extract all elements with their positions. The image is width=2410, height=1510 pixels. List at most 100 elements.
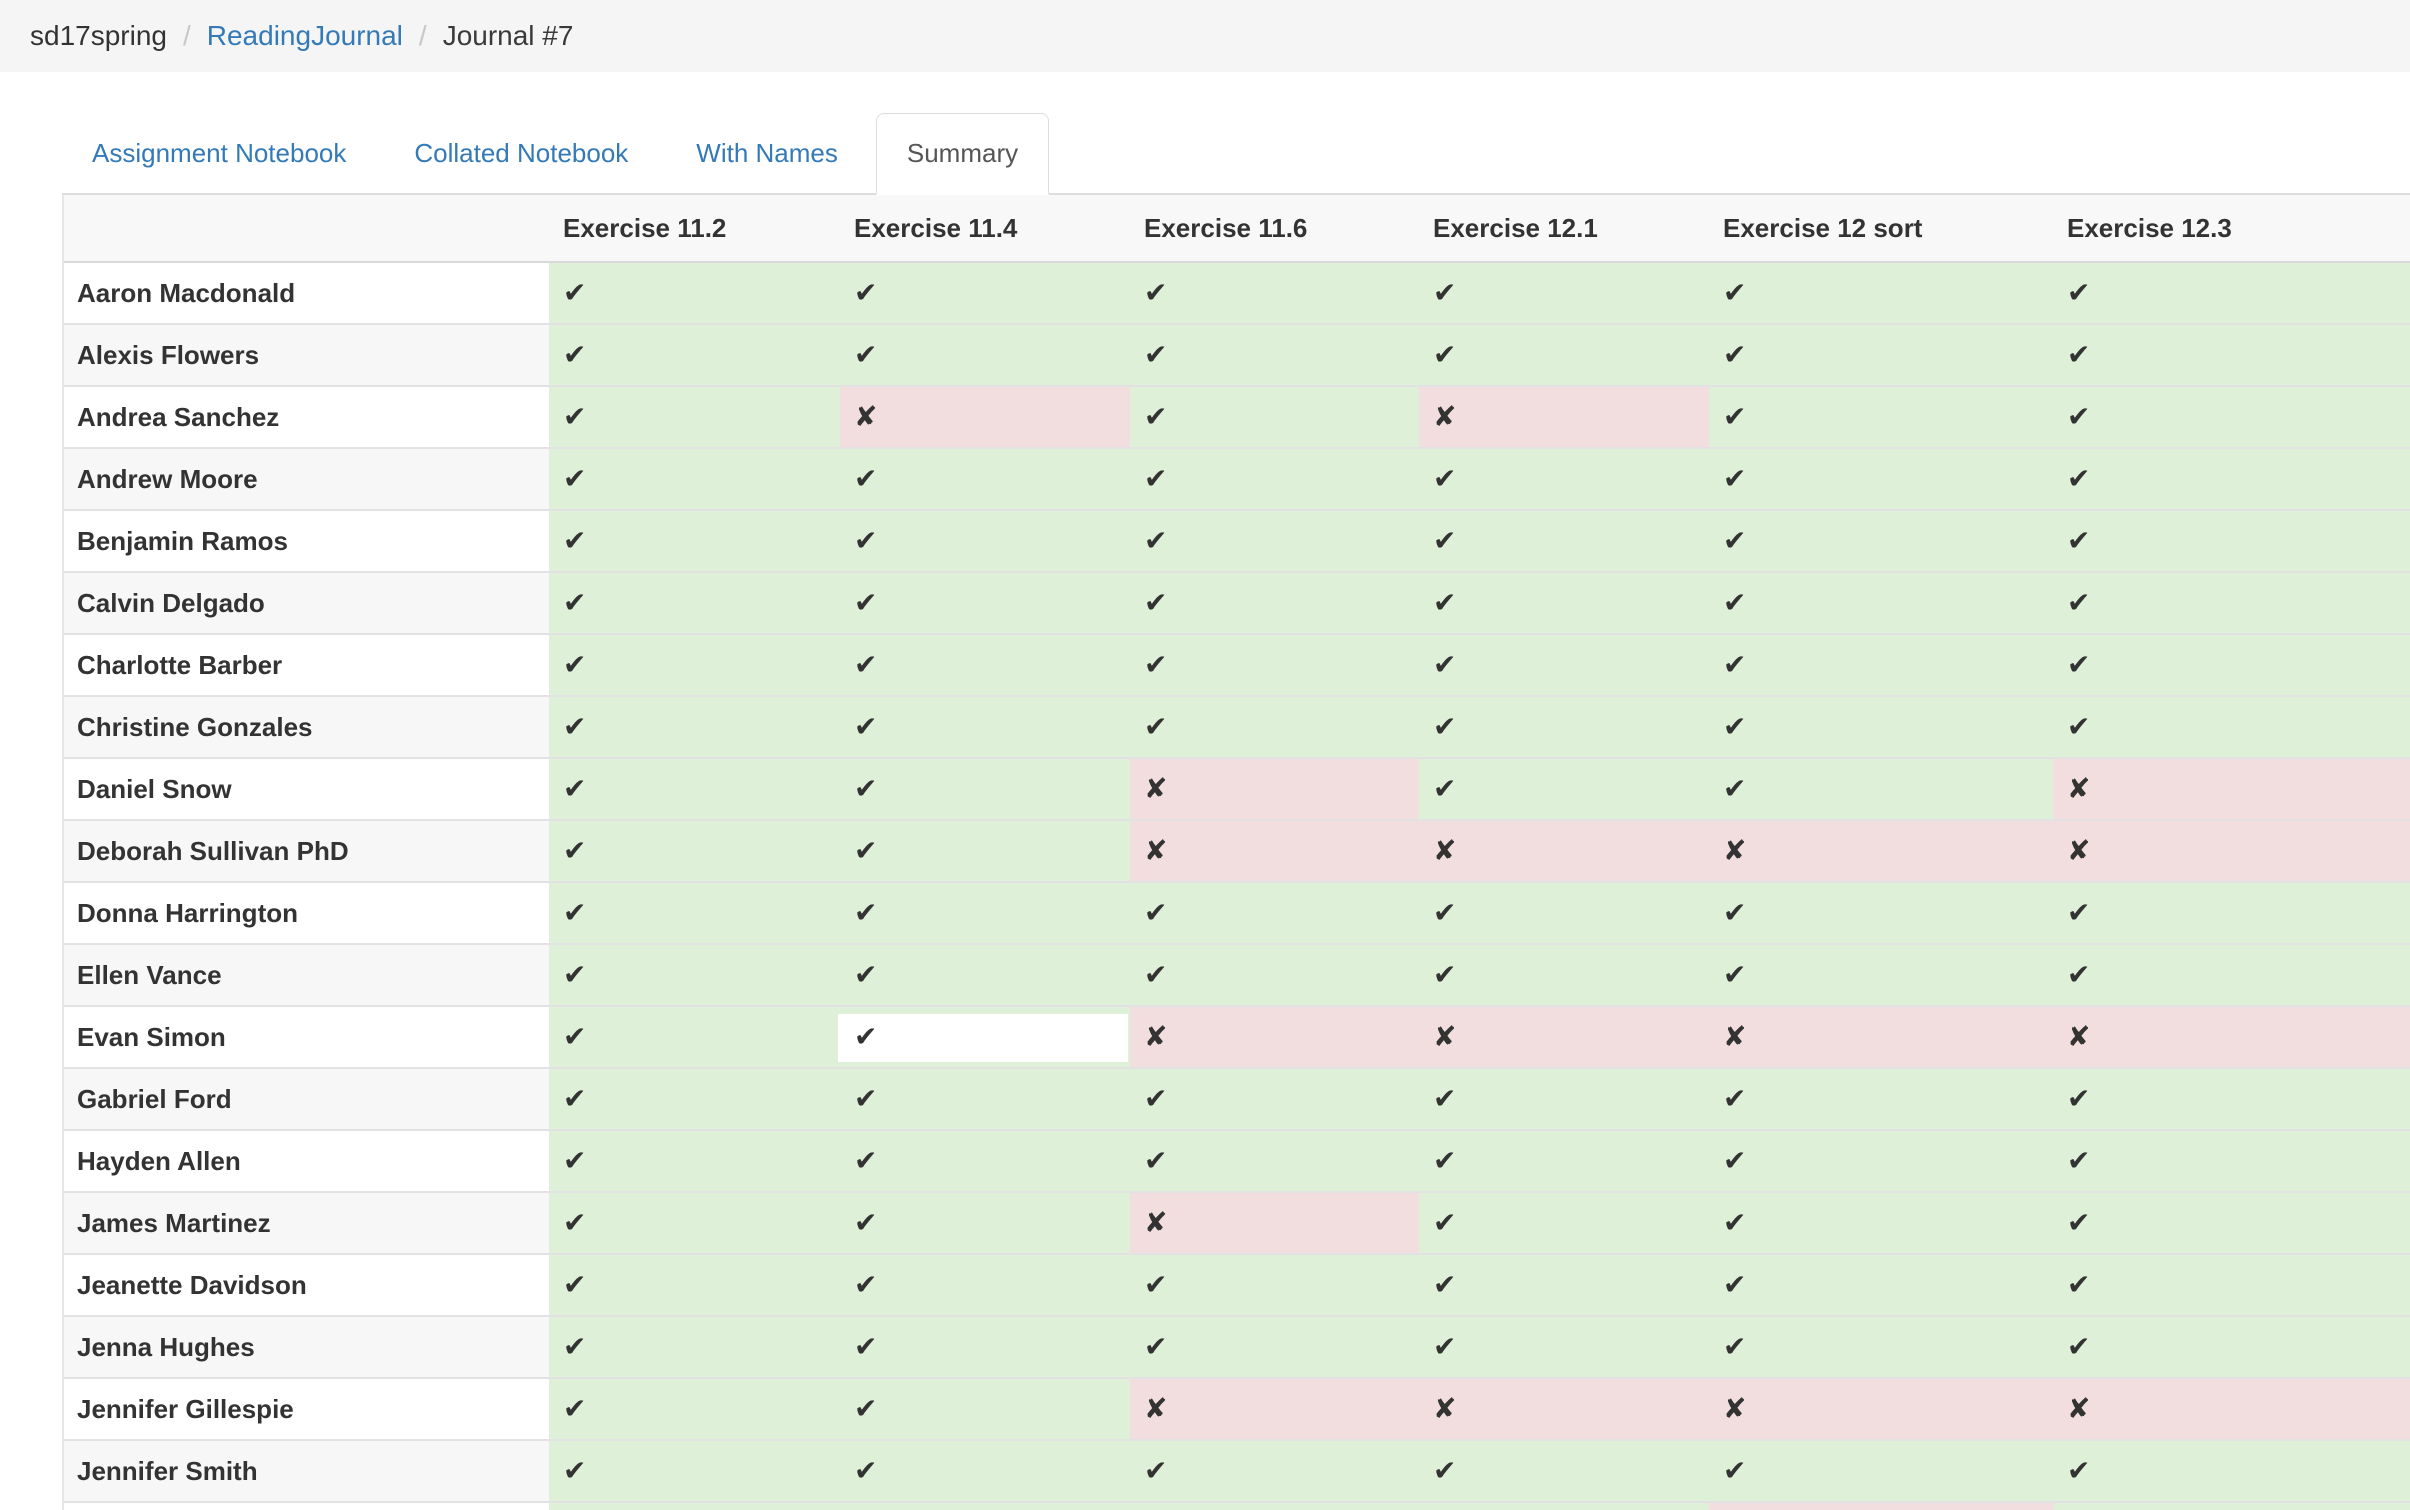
mark-cell: ✔ <box>1709 449 2053 509</box>
checkmark-icon: ✔ <box>854 277 878 308</box>
student-row: ✔✔✔✔✘✔ <box>64 1503 2410 1510</box>
x-mark-icon: ✘ <box>1723 1021 1747 1052</box>
checkmark-icon: ✔ <box>2067 463 2091 494</box>
column-header: Exercise 11.2 <box>549 195 840 261</box>
checkmark-icon: ✔ <box>1723 1269 1747 1300</box>
checkmark-icon: ✔ <box>563 1083 587 1114</box>
breadcrumb-item-course: sd17spring <box>30 20 167 51</box>
mark-cell: ✘ <box>1130 1007 1419 1067</box>
mark-cell: ✔ <box>1419 1317 1709 1377</box>
checkmark-icon: ✔ <box>2067 401 2091 432</box>
checkmark-icon: ✔ <box>854 587 878 618</box>
x-mark-icon: ✘ <box>1723 835 1747 866</box>
mark-cell: ✘ <box>1419 1379 1709 1439</box>
mark-cell: ✔ <box>549 325 840 385</box>
checkmark-icon: ✔ <box>854 773 878 804</box>
mark-cell: ✔ <box>2053 945 2410 1005</box>
student-name: Calvin Delgado <box>64 573 549 633</box>
checkmark-icon: ✔ <box>1433 525 1457 556</box>
checkmark-icon: ✔ <box>1433 1145 1457 1176</box>
column-header-label: Exercise 11.2 <box>563 212 727 243</box>
student-row: Andrea Sanchez ✔ ✘ ✔ ✘ ✔ ✔ <box>64 387 2410 449</box>
mark-cell: ✔ <box>2053 883 2410 943</box>
checkmark-icon: ✔ <box>563 1269 587 1300</box>
student-name-label: Donna Harrington <box>77 897 298 928</box>
checkmark-icon: ✔ <box>563 897 587 928</box>
student-name-label: Gabriel Ford <box>77 1083 232 1114</box>
x-mark-icon: ✘ <box>1433 1021 1457 1052</box>
mark-cell: ✔ <box>1419 325 1709 385</box>
checkmark-icon: ✔ <box>1433 1083 1457 1114</box>
column-header: Exercise 11.4 <box>840 195 1130 261</box>
mark-cell: ✔ <box>2053 1441 2410 1501</box>
mark-cell: ✔ <box>840 945 1130 1005</box>
checkmark-icon: ✔ <box>1723 1145 1747 1176</box>
checkmark-icon: ✔ <box>854 1207 878 1238</box>
student-name-label: Jenna Hughes <box>77 1331 255 1362</box>
checkmark-icon: ✔ <box>563 1021 587 1052</box>
student-name-label: Andrea Sanchez <box>77 401 280 432</box>
mark-cell: ✔ <box>840 325 1130 385</box>
tab-collated-notebook[interactable]: Collated Notebook <box>414 137 629 168</box>
highlight-overlay <box>838 1014 1128 1062</box>
mark-cell: ✔ <box>549 1193 840 1253</box>
mark-cell: ✔ <box>1130 449 1419 509</box>
checkmark-icon: ✔ <box>1144 525 1168 556</box>
breadcrumb-item-current: Journal #7 <box>442 20 574 51</box>
table-body: Aaron Macdonald ✔ ✔ ✔ ✔ ✔ ✔ Alexis Flowers ✔ ✔ ✔ ✔ ✔… <box>64 263 2410 1510</box>
checkmark-icon: ✔ <box>2067 1455 2091 1486</box>
column-header: Exercise 12 sort <box>1709 195 2053 261</box>
checkmark-icon: ✔ <box>563 525 587 556</box>
tab-assignment-notebook[interactable]: Assignment Notebook <box>92 137 347 168</box>
student-name: Hayden Allen <box>64 1131 549 1191</box>
student-row: Charlotte Barber ✔ ✔ ✔ ✔ ✔ ✔ <box>64 635 2410 697</box>
mark-cell: ✔ <box>1709 511 2053 571</box>
mark-cell: ✔ <box>840 1069 1130 1129</box>
mark-cell: ✔ <box>2053 511 2410 571</box>
student-row: Hayden Allen ✔ ✔ ✔ ✔ ✔ ✔ <box>64 1131 2410 1193</box>
checkmark-icon: ✔ <box>1723 959 1747 990</box>
column-header-label: Exercise 12 sort <box>1723 212 1923 243</box>
student-row: Daniel Snow ✔ ✔ ✘ ✔ ✔ ✘ <box>64 759 2410 821</box>
mark-cell: ✔ <box>1709 635 2053 695</box>
x-mark-icon: ✘ <box>2067 1393 2091 1424</box>
column-header: Exercise 12.3 <box>2053 195 2410 261</box>
checkmark-icon: ✔ <box>1433 463 1457 494</box>
checkmark-icon: ✔ <box>563 649 587 680</box>
mark-cell: ✔ <box>1130 1131 1419 1191</box>
mark-cell: ✔ <box>840 263 1130 323</box>
tab-with-names[interactable]: With Names <box>696 137 838 168</box>
mark-cell: ✔ <box>2053 573 2410 633</box>
mark-cell: ✔ <box>840 883 1130 943</box>
student-name-label: Hayden Allen <box>77 1145 241 1176</box>
mark-cell: ✔ <box>1709 1317 2053 1377</box>
checkmark-icon: ✔ <box>2067 959 2091 990</box>
student-name-label: Calvin Delgado <box>77 587 265 618</box>
x-mark-icon: ✘ <box>854 401 878 432</box>
student-row: Donna Harrington ✔ ✔ ✔ ✔ ✔ ✔ <box>64 883 2410 945</box>
tab-summary[interactable]: Summary <box>875 113 1050 195</box>
checkmark-icon: ✔ <box>854 339 878 370</box>
mark-cell: ✔ <box>549 1255 840 1315</box>
student-row: Jennifer Smith ✔ ✔ ✔ ✔ ✔ ✔ <box>64 1441 2410 1503</box>
checkmark-icon: ✔ <box>1433 1455 1457 1486</box>
mark-cell: ✔ <box>1709 325 2053 385</box>
checkmark-icon: ✔ <box>1144 959 1168 990</box>
mark-cell: ✔ <box>2053 325 2410 385</box>
mark-cell: ✔ <box>549 573 840 633</box>
mark-cell: ✔ <box>549 821 840 881</box>
mark-cell: ✔ <box>1709 1255 2053 1315</box>
mark-cell: ✔ <box>1130 387 1419 447</box>
checkmark-icon: ✔ <box>2067 1207 2091 1238</box>
breadcrumb-item-assignment-link[interactable]: ReadingJournal <box>206 20 403 51</box>
breadcrumb: sd17spring / ReadingJournal / Journal #7 <box>0 0 2410 72</box>
checkmark-icon: ✔ <box>1723 339 1747 370</box>
mark-cell: ✔ <box>1130 883 1419 943</box>
student-name: Daniel Snow <box>64 759 549 819</box>
column-header-label: Exercise 12.1 <box>1433 212 1598 243</box>
mark-cell: ✔ <box>1709 1193 2053 1253</box>
breadcrumb-separator: / <box>418 20 427 51</box>
mark-cell: ✔ <box>1130 1255 1419 1315</box>
checkmark-icon: ✔ <box>1723 1083 1747 1114</box>
checkmark-icon: ✔ <box>1144 587 1168 618</box>
